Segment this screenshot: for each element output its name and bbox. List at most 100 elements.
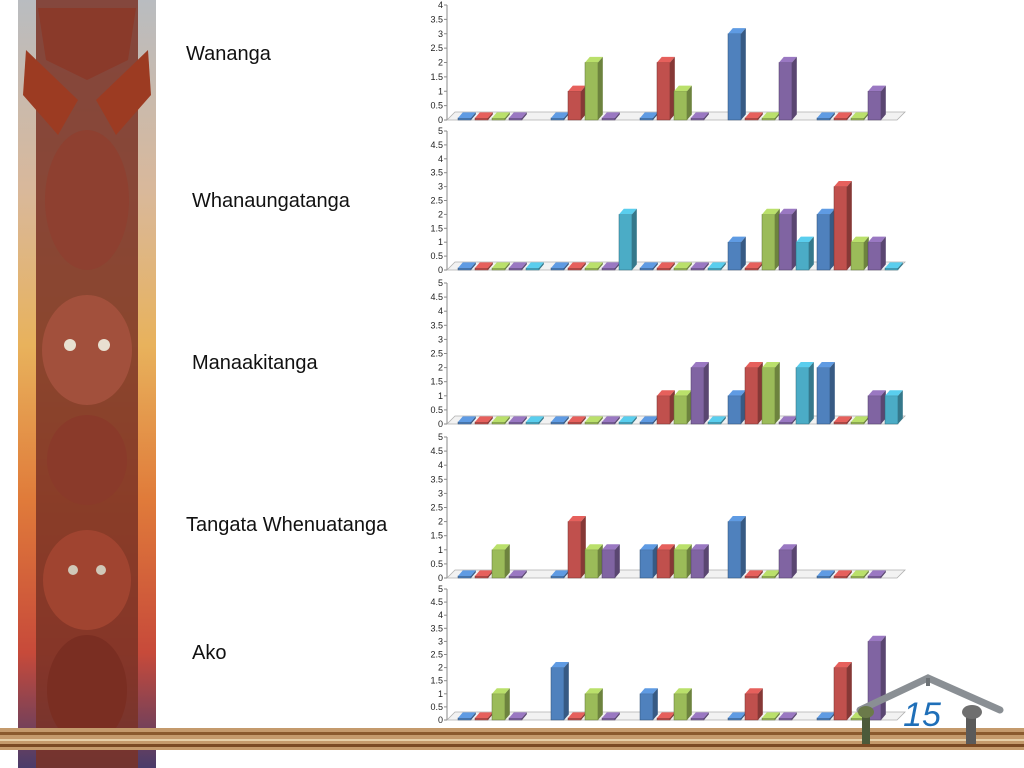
bar-side: [758, 112, 763, 120]
bar-top: [762, 112, 780, 118]
bar-side: [505, 544, 510, 578]
bar-front: [673, 267, 688, 271]
y-tick-label: 2.5: [430, 503, 443, 513]
y-tick-label: 1: [438, 237, 443, 247]
bar-top: [640, 544, 658, 550]
bar-side: [670, 544, 675, 578]
bar-front: [618, 214, 633, 271]
bar-side: [881, 390, 886, 424]
bar-side: [653, 112, 658, 120]
bar-top: [602, 416, 620, 422]
bar: [761, 362, 780, 425]
bar: [639, 416, 658, 425]
bar: [639, 262, 658, 271]
y-tick-label: 3: [438, 636, 443, 646]
bar-side: [670, 262, 675, 270]
y-tick-label: 3: [438, 488, 443, 498]
bar-top: [458, 262, 476, 268]
y-tick-label: 5: [438, 584, 443, 594]
bar-front: [525, 267, 540, 271]
bar: [584, 262, 603, 271]
bar-top: [728, 516, 746, 522]
bar-top: [458, 712, 476, 718]
bar-side: [704, 712, 709, 720]
bar-top: [475, 416, 493, 422]
bar: [457, 112, 476, 121]
y-tick-label: 3: [438, 334, 443, 344]
bar-top: [834, 662, 852, 668]
bar-top: [568, 516, 586, 522]
chart-title-ako: Ako: [192, 642, 227, 664]
bar-side: [687, 544, 692, 578]
bar: [601, 712, 620, 721]
bar: [618, 208, 637, 271]
bar-top: [551, 570, 569, 576]
bar-top: [817, 570, 835, 576]
bar-side: [704, 544, 709, 578]
bar-side: [830, 208, 835, 270]
bar-side: [758, 688, 763, 720]
bar-side: [704, 262, 709, 270]
bar-top: [492, 688, 510, 694]
bar: [867, 85, 886, 121]
y-tick-label: 0.5: [430, 251, 443, 261]
bar-front: [778, 214, 793, 271]
bar-side: [898, 262, 903, 270]
bar-front: [639, 117, 654, 121]
bar-front: [601, 717, 616, 721]
bar: [833, 112, 852, 121]
bar-side: [792, 416, 797, 424]
bar-top: [691, 712, 709, 718]
bar-side: [687, 85, 692, 120]
bar-side: [687, 262, 692, 270]
bar-front: [474, 717, 489, 721]
y-tick-label: 5: [438, 126, 443, 136]
bar: [727, 516, 746, 579]
bar: [508, 262, 527, 271]
bar-top: [745, 570, 763, 576]
bar-top: [817, 362, 835, 368]
bar-side: [687, 688, 692, 720]
bar: [744, 570, 763, 579]
bar-side: [741, 516, 746, 578]
bar-front: [707, 421, 722, 425]
bar-front: [656, 395, 671, 425]
bar-front: [744, 693, 759, 721]
bar-side: [809, 236, 814, 270]
bar-side: [564, 262, 569, 270]
y-tick-label: 2: [438, 663, 443, 673]
bar-side: [847, 416, 852, 424]
bar-front: [690, 267, 705, 271]
bar-top: [745, 688, 763, 694]
bar: [656, 56, 675, 121]
bar-side: [704, 362, 709, 424]
bar-side: [564, 570, 569, 578]
chart-title-wananga: Wananga: [186, 43, 271, 65]
bar: [639, 688, 658, 721]
bar-front: [778, 717, 793, 721]
bar-top: [817, 112, 835, 118]
bar-front: [457, 575, 472, 579]
bar-side: [488, 712, 493, 720]
bar-top: [492, 112, 510, 118]
bar-front: [744, 117, 759, 121]
bar: [491, 688, 510, 721]
bar-side: [758, 362, 763, 424]
bar-top: [779, 712, 797, 718]
bar-top: [509, 712, 527, 718]
bar-top: [779, 544, 797, 550]
bar-front: [508, 267, 523, 271]
chart-2: 0 0.5 1 1.5 2 2.5 3 3.5 4 4.5 5: [430, 278, 906, 429]
bar: [778, 712, 797, 721]
bar-front: [584, 693, 599, 721]
bar-top: [458, 570, 476, 576]
bar-side: [847, 112, 852, 120]
bar-side: [522, 416, 527, 424]
bar: [673, 85, 692, 121]
bar-top: [585, 56, 603, 63]
bar-front: [525, 421, 540, 425]
bar-top: [885, 262, 903, 268]
bar-side: [522, 112, 527, 120]
bar: [550, 662, 569, 721]
wharenui-roof-logo: [856, 674, 1004, 744]
